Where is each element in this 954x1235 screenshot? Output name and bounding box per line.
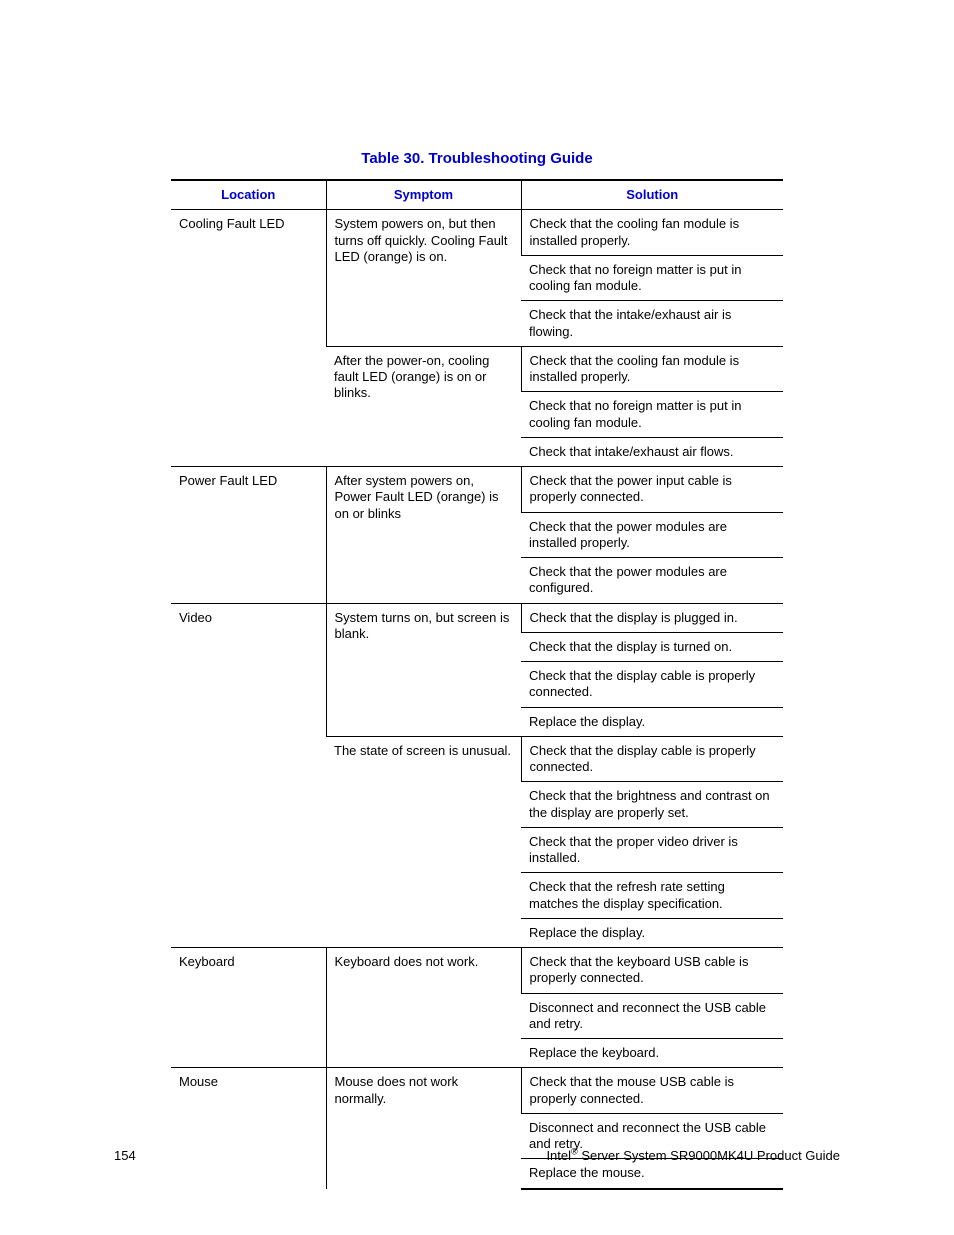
solution-cell: Check that no foreign matter is put in c… [521, 255, 783, 301]
location-cell: Mouse [171, 1068, 326, 1189]
solution-cell: Check that the mouse USB cable is proper… [521, 1068, 783, 1114]
col-header-location: Location [171, 180, 326, 210]
table-row: MouseMouse does not work normally.Check … [171, 1068, 783, 1114]
table-row: KeyboardKeyboard does not work.Check tha… [171, 948, 783, 994]
location-cell: Cooling Fault LED [171, 210, 326, 467]
solution-cell: Check that the display cable is properly… [521, 736, 783, 782]
doc-title-suffix: Server System SR9000MK4U Product Guide [578, 1148, 840, 1163]
symptom-cell: Keyboard does not work. [326, 948, 521, 1068]
doc-title: Intel® Server System SR9000MK4U Product … [546, 1148, 840, 1163]
table-caption: Table 30. Troubleshooting Guide [114, 150, 840, 167]
symptom-cell: Mouse does not work normally. [326, 1068, 521, 1189]
table-header-row: Location Symptom Solution [171, 180, 783, 210]
solution-cell: Replace the display. [521, 707, 783, 736]
solution-cell: Check that the brightness and contrast o… [521, 782, 783, 828]
solution-cell: Check that the display is plugged in. [521, 603, 783, 632]
table-row: Power Fault LEDAfter system powers on, P… [171, 467, 783, 513]
table-row: VideoSystem turns on, but screen is blan… [171, 603, 783, 632]
solution-cell: Check that intake/exhaust air flows. [521, 437, 783, 466]
page-footer: 154 Intel® Server System SR9000MK4U Prod… [114, 1148, 840, 1163]
doc-title-prefix: Intel [546, 1148, 571, 1163]
symptom-cell: After system powers on, Power Fault LED … [326, 467, 521, 604]
solution-cell: Check that the intake/exhaust air is flo… [521, 301, 783, 347]
solution-cell: Check that the power modules are install… [521, 512, 783, 558]
symptom-cell: System turns on, but screen is blank. [326, 603, 521, 736]
solution-cell: Check that the cooling fan module is ins… [521, 346, 783, 392]
location-cell: Keyboard [171, 948, 326, 1068]
solution-cell: Check that the power input cable is prop… [521, 467, 783, 513]
solution-cell: Disconnect and reconnect the USB cable a… [521, 993, 783, 1039]
solution-cell: Check that the display is turned on. [521, 632, 783, 661]
registered-mark: ® [571, 1147, 578, 1157]
symptom-cell: The state of screen is unusual. [326, 736, 521, 947]
solution-cell: Check that the proper video driver is in… [521, 827, 783, 873]
solution-cell: Check that the refresh rate setting matc… [521, 873, 783, 919]
solution-cell: Check that the display cable is properly… [521, 662, 783, 708]
symptom-cell: System powers on, but then turns off qui… [326, 210, 521, 347]
table-row: Cooling Fault LEDSystem powers on, but t… [171, 210, 783, 256]
symptom-cell: After the power-on, cooling fault LED (o… [326, 346, 521, 466]
solution-cell: Check that the cooling fan module is ins… [521, 210, 783, 256]
troubleshooting-table: Location Symptom Solution Cooling Fault … [171, 179, 783, 1190]
page-number: 154 [114, 1148, 136, 1163]
solution-cell: Check that the keyboard USB cable is pro… [521, 948, 783, 994]
solution-cell: Replace the mouse. [521, 1159, 783, 1189]
solution-cell: Check that no foreign matter is put in c… [521, 392, 783, 438]
location-cell: Video [171, 603, 326, 948]
col-header-symptom: Symptom [326, 180, 521, 210]
col-header-solution: Solution [521, 180, 783, 210]
location-cell: Power Fault LED [171, 467, 326, 604]
solution-cell: Replace the display. [521, 918, 783, 947]
solution-cell: Check that the power modules are configu… [521, 558, 783, 604]
solution-cell: Replace the keyboard. [521, 1039, 783, 1068]
